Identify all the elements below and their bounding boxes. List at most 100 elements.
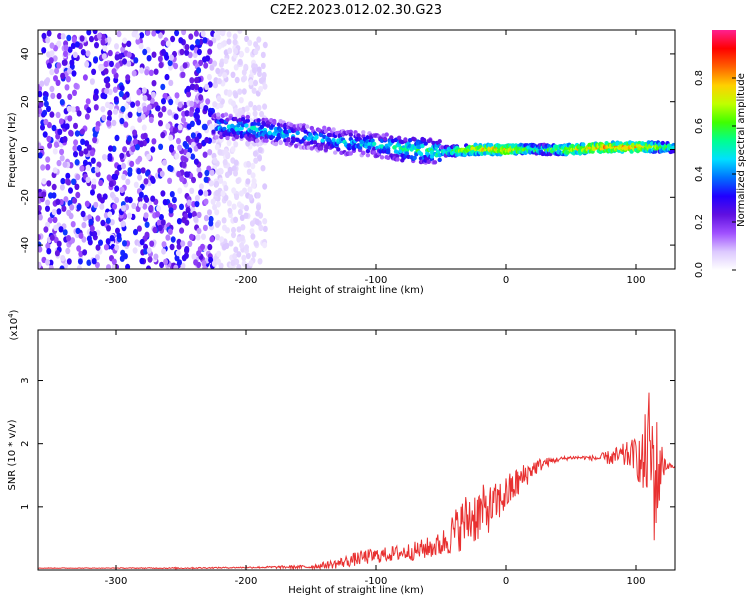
noise-cell — [234, 76, 240, 84]
noise-cell — [60, 72, 66, 80]
noise-cell — [145, 30, 151, 36]
noise-cell — [178, 37, 184, 44]
noise-cell — [167, 228, 173, 235]
noise-cell — [196, 119, 202, 126]
noise-cell — [224, 171, 230, 178]
noise-cell — [113, 108, 118, 115]
noise-cell — [148, 204, 154, 212]
noise-cell — [45, 242, 51, 250]
noise-cell — [45, 37, 51, 44]
noise-cell — [160, 39, 166, 47]
noise-cell — [160, 131, 166, 139]
noise-cell — [148, 69, 154, 77]
noise-cell — [180, 262, 186, 269]
colorbar-label: Normalized spectral amplitude — [736, 73, 747, 227]
noise-cell — [126, 60, 132, 67]
noise-cell — [217, 30, 223, 36]
noise-cell — [125, 263, 131, 269]
ridge-cell — [581, 142, 586, 147]
noise-cell — [155, 211, 161, 218]
noise-cell — [52, 216, 58, 224]
noise-cell — [247, 39, 253, 46]
noise-cell — [260, 62, 266, 70]
noise-cell — [231, 165, 237, 172]
noise-cell — [126, 40, 132, 47]
noise-cell — [49, 111, 55, 118]
noise-cell — [189, 83, 195, 91]
noise-cell — [228, 240, 234, 247]
ridge-cell — [437, 157, 442, 163]
noise-cell — [248, 101, 254, 108]
noise-cell — [262, 103, 268, 110]
ridge-cell — [326, 126, 332, 132]
noise-cell — [78, 232, 84, 239]
noise-cell — [39, 80, 45, 87]
ridge-cell — [211, 129, 216, 134]
noise-cell — [119, 186, 125, 194]
noise-cell — [174, 30, 180, 37]
noise-cell — [206, 73, 212, 81]
noise-cell — [244, 244, 249, 251]
noise-cell — [216, 95, 222, 102]
ridge-cell — [216, 112, 221, 117]
ridge-cell — [219, 134, 224, 140]
ridge-cell — [361, 130, 366, 135]
noise-cell — [186, 152, 191, 159]
noise-cell — [46, 248, 52, 255]
noise-cell — [212, 60, 218, 67]
noise-cell — [38, 152, 43, 159]
noise-cell — [92, 136, 98, 144]
noise-cell — [189, 77, 195, 84]
noise-cell — [207, 149, 213, 156]
noise-cell — [117, 53, 123, 60]
noise-cell — [91, 183, 97, 190]
noise-cell — [100, 106, 106, 113]
ridge-cell — [264, 138, 269, 143]
ridge-cell — [652, 149, 658, 154]
noise-cell — [189, 187, 195, 194]
noise-cell — [227, 207, 233, 215]
noise-cell — [120, 220, 126, 227]
noise-cell — [116, 232, 122, 239]
noise-cell — [194, 200, 200, 208]
noise-cell — [82, 159, 88, 166]
noise-cell — [194, 77, 199, 84]
noise-cell — [99, 203, 105, 210]
noise-cell — [52, 167, 58, 174]
noise-cell — [40, 164, 46, 171]
noise-cell — [122, 253, 128, 260]
noise-cell — [94, 125, 100, 132]
noise-cell — [146, 265, 151, 269]
spectrogram-xtick-label: 100 — [626, 275, 645, 286]
noise-cell — [179, 48, 185, 56]
noise-cell — [94, 42, 99, 49]
noise-cell — [146, 153, 152, 161]
noise-cell — [106, 264, 111, 269]
noise-cell — [256, 66, 262, 73]
noise-cell — [71, 70, 77, 77]
noise-cell — [74, 41, 80, 48]
noise-cell — [215, 67, 221, 75]
noise-cell — [259, 110, 265, 118]
noise-cell — [196, 48, 202, 56]
noise-cell — [56, 40, 62, 47]
noise-cell — [240, 224, 246, 231]
ridge-cell — [314, 135, 319, 140]
noise-cell — [262, 241, 268, 249]
noise-cell — [38, 107, 43, 115]
noise-cell — [251, 178, 257, 185]
ridge-cell — [412, 137, 417, 142]
ridge-cell — [396, 135, 402, 140]
noise-cell — [72, 89, 77, 97]
noise-cell — [76, 145, 82, 152]
noise-cell — [230, 100, 236, 107]
noise-cell — [49, 42, 55, 49]
noise-cell — [237, 88, 243, 95]
noise-cell — [222, 72, 228, 79]
noise-cell — [230, 146, 236, 153]
noise-cell — [235, 177, 241, 185]
noise-cell — [221, 217, 227, 224]
noise-cell — [59, 99, 65, 106]
noise-cell — [85, 50, 91, 57]
noise-cell — [207, 209, 212, 216]
